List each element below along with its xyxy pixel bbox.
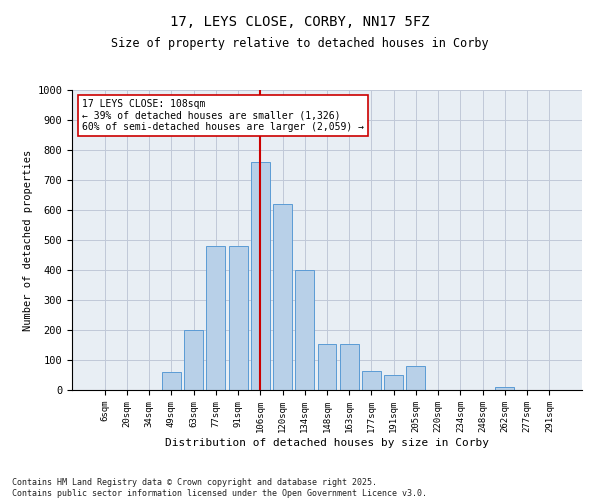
Bar bbox=[295, 270, 314, 390]
Bar bbox=[496, 387, 514, 390]
Bar bbox=[162, 372, 181, 390]
Y-axis label: Number of detached properties: Number of detached properties bbox=[23, 150, 33, 330]
Text: 17 LEYS CLOSE: 108sqm
← 39% of detached houses are smaller (1,326)
60% of semi-d: 17 LEYS CLOSE: 108sqm ← 39% of detached … bbox=[82, 99, 364, 132]
Text: Contains HM Land Registry data © Crown copyright and database right 2025.
Contai: Contains HM Land Registry data © Crown c… bbox=[12, 478, 427, 498]
Bar bbox=[384, 375, 403, 390]
X-axis label: Distribution of detached houses by size in Corby: Distribution of detached houses by size … bbox=[165, 438, 489, 448]
Text: 17, LEYS CLOSE, CORBY, NN17 5FZ: 17, LEYS CLOSE, CORBY, NN17 5FZ bbox=[170, 15, 430, 29]
Bar bbox=[229, 246, 248, 390]
Bar bbox=[251, 162, 270, 390]
Bar bbox=[340, 344, 359, 390]
Bar bbox=[273, 204, 292, 390]
Bar bbox=[317, 344, 337, 390]
Bar bbox=[406, 366, 425, 390]
Bar bbox=[206, 246, 225, 390]
Text: Size of property relative to detached houses in Corby: Size of property relative to detached ho… bbox=[111, 38, 489, 51]
Bar bbox=[362, 370, 381, 390]
Bar bbox=[184, 330, 203, 390]
